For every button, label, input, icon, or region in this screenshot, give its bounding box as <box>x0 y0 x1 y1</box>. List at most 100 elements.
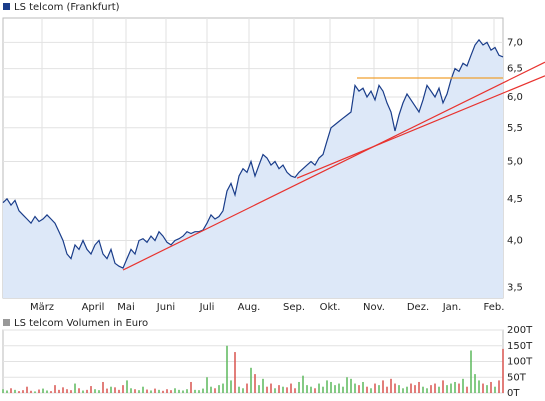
volume-bar <box>70 390 72 393</box>
volume-bar <box>2 389 4 393</box>
volume-bar <box>234 352 236 393</box>
volume-bar <box>118 389 120 393</box>
volume-bar <box>254 374 256 393</box>
volume-bar <box>374 383 376 393</box>
volume-bar <box>214 388 216 393</box>
volume-bar <box>170 390 172 393</box>
volume-bar <box>498 380 500 393</box>
volume-bar <box>58 389 60 393</box>
volume-bar <box>318 383 320 393</box>
volume-bar <box>18 391 20 393</box>
volume-bar <box>6 390 8 393</box>
legend-text: LS telcom (Frankfurt) <box>14 2 120 13</box>
legend-text: LS telcom Volumen in Euro <box>14 318 148 329</box>
volume-bar <box>82 390 84 393</box>
y-tick-label: 150T <box>507 341 533 352</box>
x-tick-label: Sep. <box>283 302 305 313</box>
y-tick-label: 5,0 <box>507 157 523 168</box>
volume-bar <box>86 389 88 393</box>
volume-bar <box>482 383 484 393</box>
volume-bar <box>430 385 432 393</box>
volume-bar <box>390 378 392 393</box>
volume-bar <box>166 389 168 393</box>
volume-bar <box>138 390 140 393</box>
volume-bar <box>486 385 488 393</box>
volume-bar <box>450 383 452 393</box>
y-tick-label: 4,0 <box>507 235 523 246</box>
y-tick-label: 0T <box>507 388 520 399</box>
volume-bar <box>222 383 224 393</box>
volume-bar <box>182 390 184 393</box>
y-tick-label: 3,5 <box>507 283 523 294</box>
volume-bar <box>246 383 248 393</box>
volume-bar <box>190 381 192 393</box>
volume-bar <box>142 386 144 393</box>
volume-bar <box>338 383 340 393</box>
volume-bar <box>178 389 180 393</box>
volume-bar <box>114 387 116 393</box>
x-tick-label: Juni <box>156 302 175 313</box>
y-tick-label: 4,5 <box>507 194 523 205</box>
volume-bar <box>98 390 100 393</box>
volume-bar <box>266 386 268 393</box>
volume-bar <box>126 380 128 393</box>
volume-bar <box>474 374 476 393</box>
volume-bar <box>502 348 504 393</box>
volume-bar <box>230 380 232 393</box>
volume-bar <box>34 391 36 393</box>
volume-bar <box>370 388 372 393</box>
volume-bar <box>314 388 316 393</box>
volume-bar <box>406 386 408 393</box>
volume-bar <box>278 385 280 393</box>
volume-bar <box>50 391 52 393</box>
volume-bar <box>362 381 364 393</box>
volume-bar <box>470 350 472 393</box>
volume-bar <box>218 385 220 393</box>
volume-bar <box>146 389 148 393</box>
volume-bar <box>78 388 80 393</box>
volume-bar <box>110 386 112 393</box>
volume-bar <box>462 378 464 393</box>
x-tick-label: April <box>82 302 105 313</box>
volume-bar <box>286 387 288 393</box>
volume-bar <box>62 387 64 393</box>
volume-bar <box>242 388 244 393</box>
volume-bar <box>42 388 44 393</box>
volume-bar <box>282 386 284 393</box>
volume-bar <box>158 389 160 393</box>
legend-swatch <box>3 3 10 10</box>
volume-bar <box>478 380 480 393</box>
volume-bar <box>446 385 448 393</box>
volume-bar <box>22 390 24 393</box>
trend-line <box>296 75 545 179</box>
y-tick-label: 200T <box>507 325 533 336</box>
volume-bar <box>46 390 48 393</box>
volume-bar <box>466 386 468 393</box>
volume-bar <box>226 345 228 393</box>
volume-bar <box>194 389 196 393</box>
volume-bar <box>106 388 108 393</box>
volume-bar <box>294 388 296 393</box>
volume-bar <box>402 388 404 393</box>
volume-bar <box>454 381 456 393</box>
volume-bar <box>150 390 152 393</box>
x-tick-label: Aug. <box>238 302 261 313</box>
volume-bar <box>434 383 436 393</box>
volume-bar <box>334 385 336 393</box>
volume-bar <box>326 380 328 393</box>
volume-bar <box>10 388 12 393</box>
y-tick-label: 6,0 <box>507 92 523 103</box>
volume-bar <box>94 389 96 393</box>
volume-bar <box>26 386 28 393</box>
trend-line <box>122 61 545 271</box>
volume-bar <box>66 389 68 393</box>
volume-bar <box>410 383 412 393</box>
volume-bar <box>354 383 356 393</box>
volume-bar <box>290 383 292 393</box>
volume-bar <box>54 385 56 393</box>
volume-bar <box>154 388 156 393</box>
legend-swatch <box>3 319 10 326</box>
volume-bar <box>494 386 496 393</box>
volume-bar <box>38 389 40 393</box>
